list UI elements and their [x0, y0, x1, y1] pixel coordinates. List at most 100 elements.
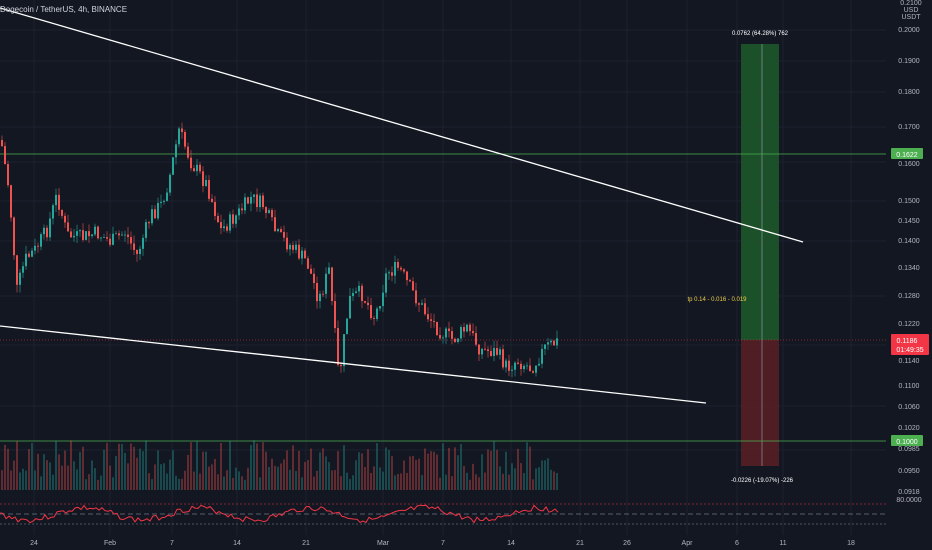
price-tick: 0.2000	[898, 27, 920, 34]
volume-bar	[475, 474, 477, 490]
candle-body	[13, 217, 15, 256]
candle-body	[10, 185, 12, 218]
candle-body	[160, 201, 162, 203]
candle-body	[25, 253, 27, 267]
candle-body	[94, 226, 96, 235]
price-tick: 0.1060	[898, 404, 920, 411]
volume-bar	[463, 465, 465, 490]
volume-bar	[190, 442, 192, 490]
volume-bar	[505, 451, 507, 490]
volume-bar	[61, 465, 63, 490]
trendline-lower[interactable]	[0, 325, 707, 404]
candle-body	[292, 245, 294, 250]
volume-bar	[478, 477, 480, 490]
volume-bar	[448, 447, 450, 490]
volume-bar	[199, 473, 201, 490]
candle-body	[454, 338, 456, 343]
candle-body	[214, 201, 216, 216]
candle-body	[310, 268, 312, 274]
candle-body	[493, 348, 495, 356]
candle-body	[322, 293, 324, 295]
volume-bar	[304, 461, 306, 490]
candle-body	[202, 171, 204, 186]
volume-bar	[400, 473, 402, 490]
volume-bar	[223, 476, 225, 490]
loss-zone[interactable]	[741, 340, 779, 466]
candle-body	[91, 234, 93, 237]
candle-body	[19, 272, 21, 285]
candle-body	[229, 214, 231, 231]
candle-body	[451, 331, 453, 339]
time-tick: 11	[779, 540, 786, 547]
position-stop-label: -0.0226 (-19.07%) -226	[731, 478, 794, 484]
candle-body	[184, 132, 186, 147]
volume-bar	[460, 443, 462, 490]
candle-body	[487, 349, 489, 352]
candle-body	[157, 202, 159, 219]
candlestick-series[interactable]	[1, 122, 558, 378]
volume-bar	[136, 457, 138, 490]
volume-bar	[91, 460, 93, 490]
candle-body	[253, 194, 255, 197]
candle-body	[298, 244, 300, 259]
candle-body	[70, 231, 72, 238]
volume-bar	[466, 472, 468, 490]
candle-body	[472, 331, 474, 334]
candle-body	[58, 194, 60, 210]
candle-body	[466, 324, 468, 332]
volume-bar	[529, 446, 531, 490]
volume-bar	[58, 454, 60, 490]
candle-body	[82, 230, 84, 240]
candle-body	[100, 237, 102, 239]
candle-body	[532, 371, 534, 373]
candle-body	[505, 360, 507, 368]
volume-bar	[415, 459, 417, 490]
price-axis-top: 0.2100	[900, 0, 922, 7]
volume-bar	[25, 470, 27, 490]
candle-body	[448, 328, 450, 332]
volume-bar	[271, 458, 273, 490]
volume-bar	[355, 460, 357, 490]
profit-zone[interactable]	[741, 44, 779, 340]
candle-body	[274, 217, 276, 232]
candle-body	[4, 146, 6, 165]
rsi-pane[interactable]	[0, 503, 886, 525]
price-axis[interactable]: 0.2100 USD USDT 0.2000 0.1900 0.1800 0.1…	[896, 0, 921, 504]
candle-body	[178, 128, 180, 145]
volume-bar	[280, 463, 282, 490]
volume-bar	[34, 470, 36, 490]
candle-body	[496, 348, 498, 355]
volume-bar	[457, 455, 459, 490]
price-tick: 0.1220	[898, 321, 920, 328]
volume-bar	[7, 448, 9, 490]
candle-body	[40, 234, 42, 247]
price-tick: 0.1100	[899, 383, 920, 390]
candle-body	[199, 164, 201, 172]
candle-body	[211, 198, 213, 202]
volume-bar	[430, 451, 432, 490]
volume-bar	[493, 441, 495, 490]
candle-body	[301, 250, 303, 259]
candle-body	[412, 281, 414, 291]
candle-body	[295, 244, 297, 250]
candle-body	[115, 233, 117, 235]
price-tick: 0.1140	[899, 358, 920, 365]
volume-bar	[508, 474, 510, 490]
candle-body	[280, 229, 282, 233]
volume-bar	[184, 470, 186, 490]
volume-bar	[40, 476, 42, 490]
volume-bar	[19, 472, 21, 490]
price-tick: 0.1500	[898, 198, 920, 205]
candle-body	[286, 237, 288, 250]
candle-body	[136, 249, 138, 255]
candle-body	[163, 200, 165, 202]
price-tick: 0.1900	[898, 58, 920, 65]
candle-body	[97, 226, 99, 239]
long-position-tool[interactable]: 0.0762 (64.28%) 762 -0.0226 (-19.07%) -2…	[687, 31, 793, 484]
time-axis[interactable]: 24 Feb 7 14 21 Mar 7 14 21 26 Apr 6 11 1…	[30, 540, 855, 547]
trendline-upper[interactable]	[0, 7, 804, 243]
volume-bar	[301, 477, 303, 490]
candle-body	[277, 229, 279, 232]
volume-bar	[67, 465, 69, 490]
